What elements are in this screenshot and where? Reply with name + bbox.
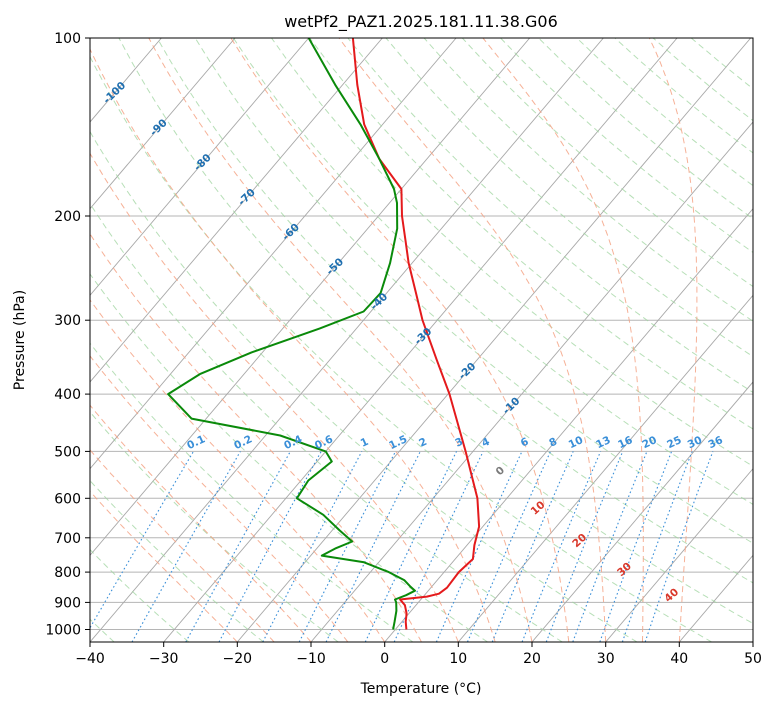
temperature-profile-line bbox=[351, 38, 481, 630]
mixing-ratio-label: 20 bbox=[640, 434, 658, 451]
x-tick-label: 0 bbox=[380, 651, 389, 667]
x-tick-label: 20 bbox=[523, 651, 541, 667]
dry-adiabat-line bbox=[90, 202, 563, 642]
mixing-ratio-line bbox=[435, 451, 523, 642]
moist-adiabat-line bbox=[90, 233, 422, 642]
y-tick-label: 700 bbox=[54, 531, 81, 547]
isotherm-line bbox=[90, 38, 236, 210]
mixing-ratio-line bbox=[466, 451, 552, 642]
mixing-ratio-line bbox=[393, 451, 484, 642]
x-tick-label: −10 bbox=[296, 651, 326, 667]
profile-series bbox=[167, 38, 481, 630]
dry-adiabat-line bbox=[194, 38, 753, 544]
dry-adiabat-line bbox=[271, 38, 753, 467]
mixing-ratio-line bbox=[644, 451, 714, 642]
isotherm-line bbox=[90, 38, 310, 296]
mixing-ratio-label: 16 bbox=[616, 434, 634, 451]
dry-adiabat-line bbox=[90, 55, 712, 642]
mixing-ratio-line bbox=[298, 451, 396, 642]
mixing-ratio-line bbox=[262, 451, 363, 642]
chart-title: wetPf2_PAZ1.2025.181.11.38.G06 bbox=[284, 12, 558, 32]
x-tick-label: 30 bbox=[597, 651, 615, 667]
axes: −40 −30 −20 −10 0 10 20 30 40 50 100 200 300 400 500 60… bbox=[45, 31, 762, 667]
mixing-ratio-line bbox=[621, 451, 693, 642]
y-tick-label: 200 bbox=[54, 209, 81, 225]
x-tick-label: −30 bbox=[149, 651, 179, 667]
mixing-ratio-label: 3 bbox=[453, 436, 465, 450]
plot-frame bbox=[89, 37, 754, 643]
mixing-ratio-label: 36 bbox=[706, 434, 724, 451]
y-tick-label: 100 bbox=[54, 31, 81, 47]
mixing-ratio-label: 2 bbox=[417, 436, 429, 450]
mixing-ratio-label: 6 bbox=[519, 436, 531, 450]
isotherm-line bbox=[236, 38, 752, 642]
dry-adiabat-line bbox=[90, 548, 190, 642]
mixing-ratio-line bbox=[218, 451, 322, 642]
mixing-ratio-label: 1 bbox=[359, 436, 371, 450]
mixing-ratio-line bbox=[364, 451, 457, 642]
moist-adiabat-line bbox=[90, 152, 459, 642]
isotherm-line bbox=[90, 38, 531, 556]
mixing-ratio-label: 25 bbox=[665, 434, 683, 451]
isotherm-line bbox=[90, 38, 383, 383]
moist-adiabat-line bbox=[648, 38, 698, 642]
dry-adiabat-line bbox=[232, 38, 753, 505]
dry-adiabat-line bbox=[309, 38, 753, 430]
dry-adiabat-line bbox=[90, 273, 488, 642]
mixing-ratio-line bbox=[521, 451, 602, 642]
y-tick-label: 300 bbox=[54, 313, 81, 329]
moist-adiabat-line bbox=[90, 404, 312, 642]
moist-adiabat-line bbox=[90, 355, 349, 642]
y-tick-label: 500 bbox=[54, 444, 81, 460]
dry-adiabat-line bbox=[90, 130, 638, 642]
mixing-ratio-label: 8 bbox=[547, 436, 559, 450]
y-tick-label: 800 bbox=[54, 565, 81, 581]
isotherm-line bbox=[605, 468, 753, 642]
x-tick-label: −20 bbox=[223, 651, 253, 667]
dry-adiabat-line bbox=[461, 38, 753, 288]
mixing-ratio-line bbox=[491, 451, 574, 642]
mixing-ratio-label: 4 bbox=[480, 436, 492, 450]
x-axis-title: Temperature (°C) bbox=[360, 681, 482, 697]
moist-adiabat-line bbox=[90, 48, 496, 642]
moist-adiabat-line bbox=[230, 38, 570, 642]
dry-adiabat-line bbox=[347, 38, 753, 394]
y-axis-title: Pressure (hPa) bbox=[12, 290, 28, 390]
mixing-ratio-line bbox=[185, 451, 291, 642]
mixing-ratio-label: 30 bbox=[686, 434, 704, 451]
dewpoint-profile-line bbox=[167, 38, 416, 630]
x-tick-label: −40 bbox=[75, 651, 105, 667]
x-tick-label: 40 bbox=[670, 651, 688, 667]
dry-adiabat-line bbox=[118, 38, 753, 625]
x-tick-label: 50 bbox=[744, 651, 762, 667]
mixing-ratio-label: 10 bbox=[567, 434, 585, 451]
x-tick-label: 10 bbox=[449, 651, 467, 667]
moist-adiabat-line bbox=[90, 299, 386, 642]
isotherm-line bbox=[384, 208, 753, 642]
y-tick-label: 1000 bbox=[45, 623, 81, 639]
isotherm-line bbox=[163, 38, 678, 642]
y-tick-label: 600 bbox=[54, 491, 81, 507]
mixing-ratio-label: 13 bbox=[594, 434, 612, 451]
dry-adiabat-line bbox=[90, 342, 414, 642]
isotherm-line bbox=[531, 381, 753, 642]
isotherm-line bbox=[457, 294, 753, 642]
dry-adiabat-line bbox=[90, 479, 264, 642]
moist-adiabat-line bbox=[482, 38, 644, 642]
dry-adiabat-line bbox=[156, 38, 753, 584]
y-tick-label: 400 bbox=[54, 387, 81, 403]
mixing-ratio-line bbox=[325, 451, 421, 642]
moist-adiabat-line bbox=[148, 38, 533, 642]
mixing-ratio-line bbox=[131, 451, 241, 642]
moist-adiabat-line bbox=[338, 38, 607, 642]
y-tick-label: 900 bbox=[54, 595, 81, 611]
